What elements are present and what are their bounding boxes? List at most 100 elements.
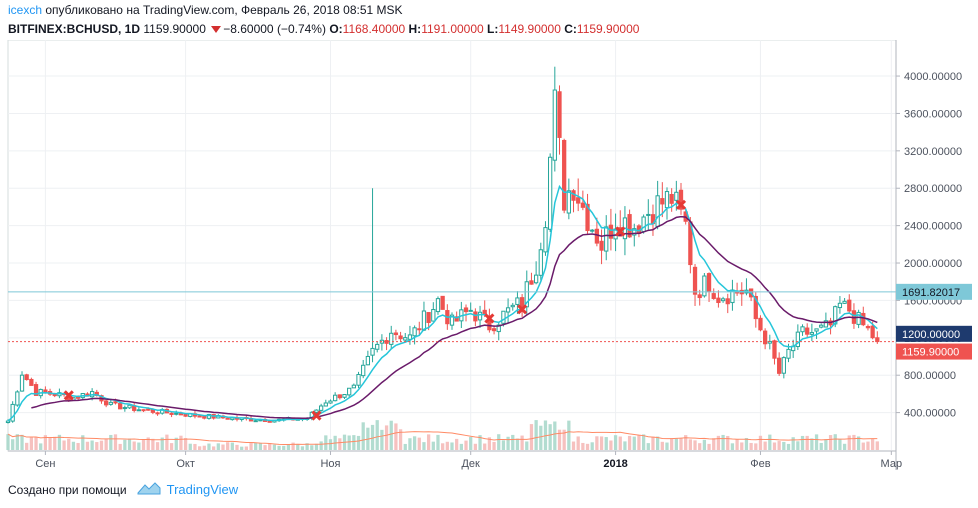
volume-bar [212,446,216,450]
volume-bar [810,438,814,450]
volume-bar [520,435,524,450]
author-link[interactable]: icexch [8,3,43,17]
volume-bar [721,434,725,450]
volume-bar [791,437,795,450]
volume-bar [796,441,800,450]
candle-body [590,229,595,232]
volume-bar [352,435,356,450]
tradingview-brand[interactable]: TradingView [166,482,239,497]
volume-bar [627,435,632,450]
tradingview-logo-icon[interactable] [137,481,161,498]
candle-body [19,374,25,392]
candle-body [421,310,427,331]
candle-body [5,420,11,424]
candle-body [169,412,174,415]
volume-bar [464,440,468,450]
candle-body [669,194,674,204]
candle-body [664,191,670,209]
volume-bar [384,425,389,450]
volume-bar [534,420,538,450]
candle-body [351,384,356,389]
candle-body [174,412,179,415]
candle-body [365,355,371,366]
candle-body [795,331,800,348]
price-change: −8.60000 (−0.74%) [223,22,326,36]
volume-bar [875,441,879,450]
ticker-legend: BITFINEX:BCHUSD, 1D 1159.90000 −8.60000 … [8,22,639,36]
candle-body [674,191,679,201]
x-tick-label: Дек [461,458,480,470]
volume-bar [436,434,440,450]
close-value: 1159.90000 [576,22,640,36]
candle-body [870,325,875,339]
volume-bar [76,442,80,450]
volume-bar [118,443,122,450]
volume-bar [296,443,300,450]
candle-body [253,420,258,423]
volume-bar [417,437,421,450]
volume-bar [25,442,29,450]
volume-bar [422,442,426,450]
y-tick-label: 2400.00000 [904,221,962,233]
price-label-box [896,343,972,360]
volume-bar [660,441,664,450]
candle-body [543,227,548,253]
volume-bar [127,438,132,450]
candle-body [524,281,529,308]
ema-fast-line [7,184,878,422]
volume-bar [506,436,510,450]
volume-bar [824,439,828,450]
candle-body [347,387,352,396]
volume-bar [455,438,459,450]
volume-bar [310,445,314,450]
volume-bar [179,435,183,450]
symbol-label[interactable]: BITFINEX:BCHUSD, 1D [8,22,141,36]
volume-bar [268,443,272,450]
volume-bar [39,443,43,450]
candle-body [370,347,375,356]
volume-bar [300,446,305,450]
volume-bar [408,438,412,450]
candle-body [814,328,819,332]
volume-bar [6,434,10,450]
candle-body [571,190,576,201]
candle-body [104,400,109,406]
candle-body [440,295,445,310]
volume-bar [34,437,38,450]
candle-body [342,394,347,398]
candle-body [552,89,557,161]
candle-body [529,280,534,285]
volume-bar [132,441,136,450]
high-value: 1191.00000 [421,22,484,36]
y-tick-label: 2800.00000 [904,183,962,195]
candle-body [697,294,702,299]
candle-body [491,328,497,332]
candle-body [856,311,861,325]
plot-frame [7,40,897,452]
candle-body [594,228,600,244]
volume-bar [777,441,781,450]
volume-bar [805,435,809,450]
volume-bar [155,442,160,450]
volume-bar [174,437,178,450]
y-tick-label: 3600.00000 [904,108,962,120]
candle-body [823,320,829,328]
volume-bar [338,438,342,450]
candle-body [772,340,777,359]
volume-bar [123,439,127,450]
volume-bar [169,443,174,450]
volume-bar [95,442,99,450]
candle-body [641,216,646,233]
volume-bar [548,424,552,450]
volume-bar [782,441,786,450]
volume-bar [632,436,636,450]
volume-bar [370,424,375,450]
volume-bar [235,444,239,450]
candle-body [706,273,712,293]
volume-bar [529,424,534,450]
volume-bar [763,441,767,450]
price-chart[interactable]: 4000.00000 3600.00000 3200.00000 2800.00000… [0,40,978,470]
volume-bar [492,441,496,450]
candle-body [150,409,156,413]
volume-bar [553,421,557,450]
